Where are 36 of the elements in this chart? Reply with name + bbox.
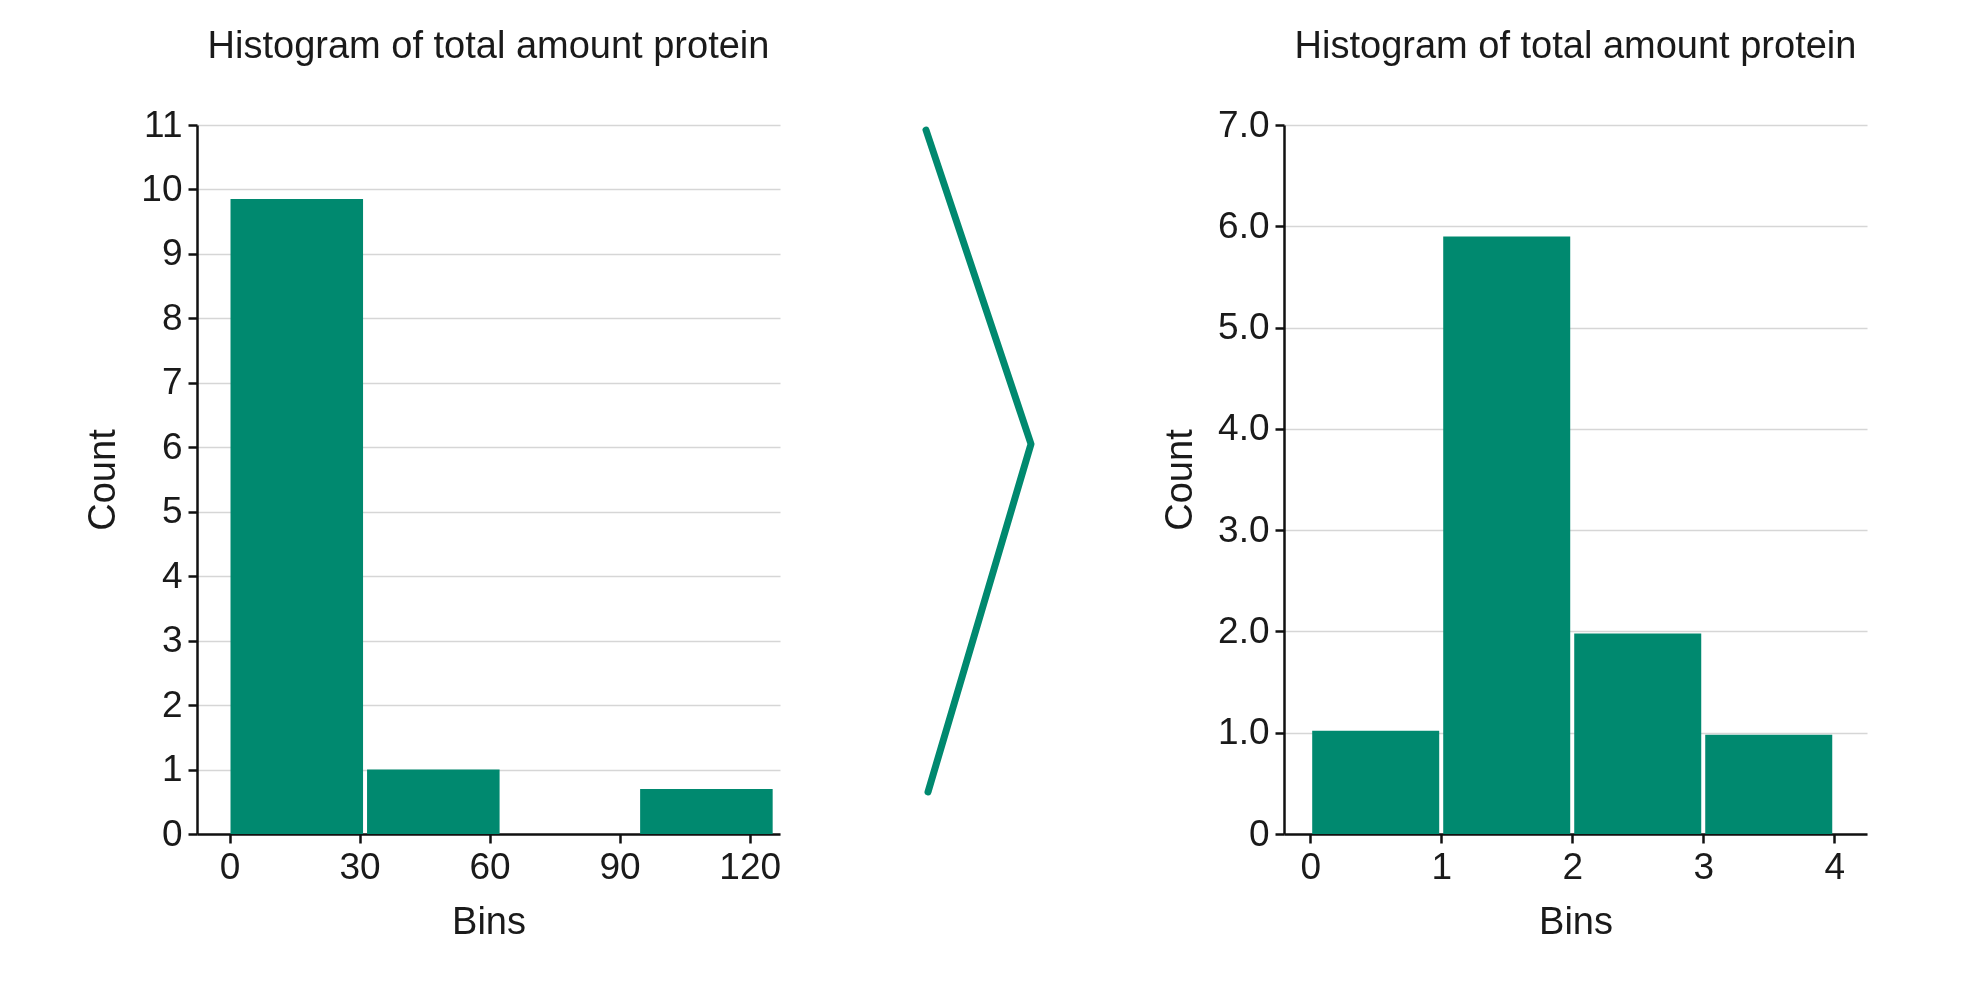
x-axis-title: Bins xyxy=(452,899,526,942)
x-tick-label: 0 xyxy=(1300,845,1321,887)
x-tick-label: 4 xyxy=(1824,845,1846,887)
x-tick-label: 60 xyxy=(469,845,511,887)
y-axis-title: Count xyxy=(1158,428,1201,531)
y-tick-label: 7 xyxy=(161,361,183,403)
y-tick-label: 0 xyxy=(161,812,183,854)
x-tick-label: 1 xyxy=(1431,845,1452,887)
x-tick-label: 0 xyxy=(219,845,241,887)
chart-title: Histogram of total amount protein xyxy=(1294,24,1857,66)
y-axis-title: Count xyxy=(81,428,124,531)
y-tick-label: 4 xyxy=(161,554,183,596)
x-axis-title: Bins xyxy=(1539,899,1613,942)
y-tick-label: 8 xyxy=(161,296,183,338)
y-tick-label: 2 xyxy=(161,683,183,725)
x-tick-label: 120 xyxy=(719,845,782,887)
y-tick-label: 11 xyxy=(144,103,183,145)
y-tick-label: 1.0 xyxy=(1218,711,1270,753)
chart-title: Histogram of total amount protein xyxy=(207,24,770,66)
y-tick-label: 1 xyxy=(161,748,183,790)
y-tick-label: 3.0 xyxy=(1218,508,1270,550)
y-tick-label: 0 xyxy=(1248,812,1270,854)
x-tick-label: 90 xyxy=(599,845,641,887)
y-tick-label: 7.0 xyxy=(1218,103,1270,145)
y-tick-label: 2.0 xyxy=(1218,609,1270,651)
x-tick-label: 2 xyxy=(1562,845,1584,887)
y-tick-label: 5.0 xyxy=(1218,306,1270,348)
y-tick-label: 9 xyxy=(161,232,183,274)
x-tick-label: 30 xyxy=(339,845,381,887)
y-tick-label: 6.0 xyxy=(1218,204,1270,246)
y-tick-label: 4.0 xyxy=(1218,407,1270,449)
y-tick-label: 5 xyxy=(161,490,183,532)
y-tick-label: 6 xyxy=(161,425,183,467)
x-tick-label: 3 xyxy=(1693,845,1715,887)
y-tick-label: 10 xyxy=(141,167,183,209)
y-tick-label: 3 xyxy=(161,619,183,661)
